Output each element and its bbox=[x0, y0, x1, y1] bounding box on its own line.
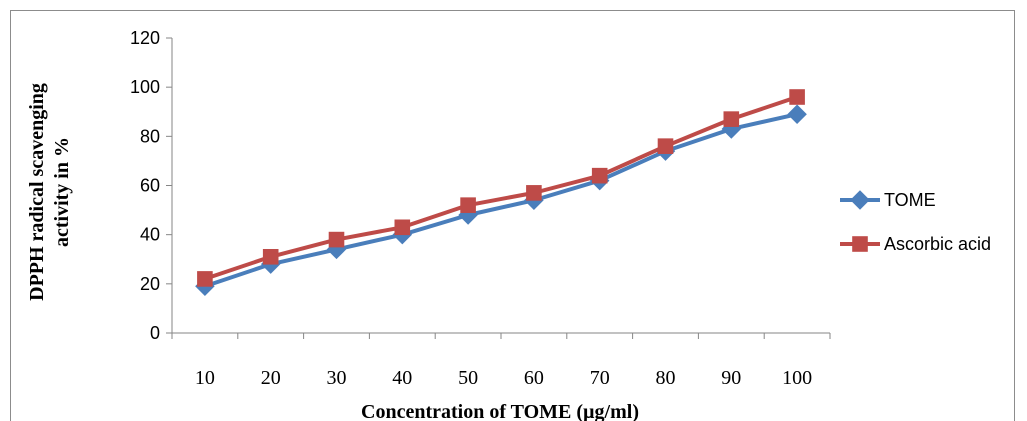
y-tick-label: 0 bbox=[150, 323, 160, 343]
y-axis-title-group: DPPH radical scavenging activity in % bbox=[26, 83, 73, 301]
legend-marker bbox=[850, 190, 870, 210]
data-point bbox=[526, 185, 542, 201]
x-tick-label: 60 bbox=[524, 367, 544, 389]
series-layer bbox=[195, 89, 807, 297]
legend: TOME Ascorbic acid bbox=[840, 190, 991, 254]
legend-item-1: TOME bbox=[840, 190, 936, 210]
y-tick-label: 80 bbox=[140, 126, 160, 146]
data-point bbox=[789, 89, 805, 105]
x-tick-labels: 10 20 30 40 50 60 70 80 90 100 bbox=[195, 367, 812, 389]
chart-frame bbox=[10, 10, 1015, 421]
series-2 bbox=[197, 89, 805, 287]
series-line bbox=[204, 95, 798, 281]
y-tick-labels: 0 20 40 60 80 100 120 bbox=[130, 28, 160, 343]
data-point bbox=[197, 271, 213, 287]
series-line bbox=[204, 112, 798, 289]
data-point bbox=[591, 167, 608, 184]
data-point bbox=[262, 248, 279, 265]
x-axis-title: Concentration of TOME (µg/ml) bbox=[361, 401, 639, 421]
legend-label: Ascorbic acid bbox=[884, 234, 991, 254]
legend-marker bbox=[852, 236, 868, 252]
x-tick-label: 20 bbox=[261, 367, 281, 389]
y-tick-label: 120 bbox=[130, 28, 160, 48]
data-point bbox=[328, 231, 345, 248]
legend-item-2: Ascorbic acid bbox=[840, 234, 991, 254]
y-tick-label: 100 bbox=[130, 77, 160, 97]
legend-label: TOME bbox=[884, 190, 936, 210]
data-point bbox=[657, 138, 674, 154]
data-point bbox=[787, 104, 807, 124]
x-tick-label: 40 bbox=[392, 367, 412, 389]
y-tick-label: 60 bbox=[140, 176, 160, 196]
data-point bbox=[394, 219, 411, 236]
x-tick-label: 100 bbox=[782, 367, 812, 389]
y-tick-label: 40 bbox=[140, 225, 160, 245]
data-point bbox=[723, 111, 740, 127]
y-tick-label: 20 bbox=[140, 274, 160, 294]
x-tick-label: 50 bbox=[458, 367, 478, 389]
x-tick-label: 30 bbox=[327, 367, 347, 389]
x-tick-label: 70 bbox=[590, 367, 610, 389]
x-tick-label: 10 bbox=[195, 367, 215, 389]
y-axis-title-line-2: activity in % bbox=[51, 137, 73, 247]
data-point bbox=[460, 197, 476, 213]
axes bbox=[166, 37, 831, 339]
x-tick-label: 80 bbox=[656, 367, 676, 389]
y-axis-title-line-1: DPPH radical scavenging bbox=[26, 83, 48, 301]
x-tick-label: 90 bbox=[721, 367, 741, 389]
